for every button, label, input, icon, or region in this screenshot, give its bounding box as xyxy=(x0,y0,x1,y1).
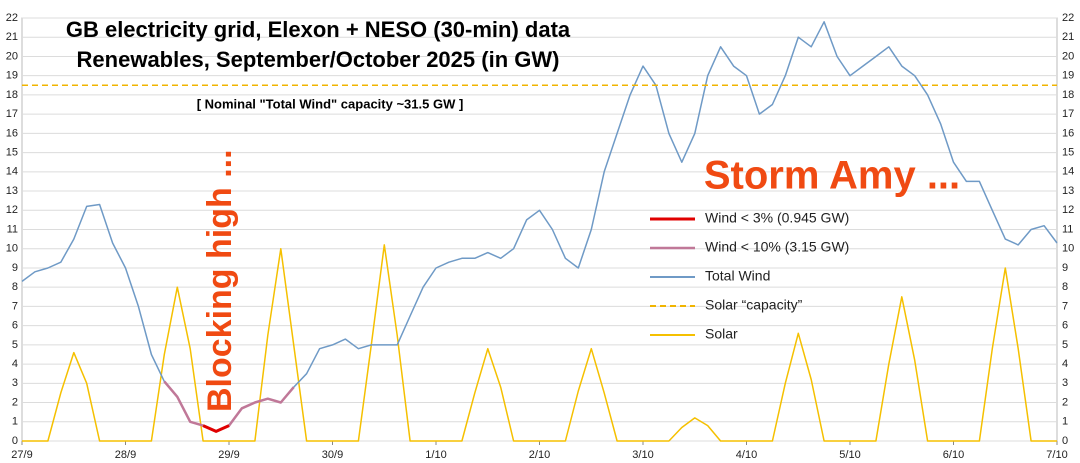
y-tick-label: 17 xyxy=(6,108,18,120)
y2-tick-label: 22 xyxy=(1062,12,1074,24)
y-tick-label: 4 xyxy=(12,358,18,370)
x-tick-label: 27/9 xyxy=(11,449,32,461)
y2-tick-label: 20 xyxy=(1062,50,1074,62)
y-tick-label: 21 xyxy=(6,31,18,43)
x-tick-label: 5/10 xyxy=(839,449,860,461)
y2-tick-label: 2 xyxy=(1062,396,1068,408)
y-tick-label: 9 xyxy=(12,262,18,274)
y-tick-label: 5 xyxy=(12,339,18,351)
y-tick-label: 12 xyxy=(6,204,18,216)
y-tick-label: 0 xyxy=(12,435,18,447)
y2-tick-label: 12 xyxy=(1062,204,1074,216)
legend-label: Solar xyxy=(705,326,738,342)
y2-tick-label: 1 xyxy=(1062,416,1068,428)
y-tick-label: 2 xyxy=(12,396,18,408)
x-tick-label: 7/10 xyxy=(1046,449,1067,461)
y-tick-label: 11 xyxy=(7,223,18,235)
x-tick-label: 6/10 xyxy=(943,449,964,461)
y2-tick-label: 6 xyxy=(1062,320,1068,332)
y-tick-label: 14 xyxy=(6,166,18,178)
y2-tick-label: 8 xyxy=(1062,281,1068,293)
y-tick-label: 10 xyxy=(6,243,18,255)
x-tick-label: 2/10 xyxy=(529,449,550,461)
y2-tick-label: 10 xyxy=(1062,243,1074,255)
x-tick-label: 1/10 xyxy=(425,449,446,461)
y2-tick-label: 19 xyxy=(1062,70,1074,82)
x-tick-label: 30/9 xyxy=(322,449,343,461)
legend-label: Wind < 10% (3.15 GW) xyxy=(705,239,849,255)
y-tick-label: 6 xyxy=(12,320,18,332)
y2-tick-label: 17 xyxy=(1062,108,1074,120)
y-tick-label: 16 xyxy=(6,127,18,139)
y2-tick-label: 4 xyxy=(1062,358,1068,370)
y2-tick-label: 13 xyxy=(1062,185,1074,197)
y2-tick-label: 5 xyxy=(1062,339,1068,351)
y2-tick-label: 18 xyxy=(1062,89,1074,101)
annotation: [ Nominal "Total Wind" capacity ~31.5 GW… xyxy=(197,96,464,111)
y-tick-label: 3 xyxy=(12,377,18,389)
y2-tick-label: 21 xyxy=(1062,31,1074,43)
y-tick-label: 1 xyxy=(12,416,18,428)
y-tick-label: 22 xyxy=(6,12,18,24)
x-tick-label: 3/10 xyxy=(632,449,653,461)
y-tick-label: 18 xyxy=(6,89,18,101)
y-tick-label: 13 xyxy=(6,185,18,197)
y2-tick-label: 9 xyxy=(1062,262,1068,274)
series-line xyxy=(22,244,1057,442)
legend-label: Total Wind xyxy=(705,268,770,284)
annotation: Storm Amy ... xyxy=(704,154,960,198)
y2-tick-label: 16 xyxy=(1062,127,1074,139)
x-tick-label: 28/9 xyxy=(115,449,136,461)
x-tick-label: 4/10 xyxy=(736,449,757,461)
y2-tick-label: 15 xyxy=(1062,146,1074,158)
y2-tick-label: 3 xyxy=(1062,377,1068,389)
legend-label: Solar “capacity” xyxy=(705,297,803,313)
series-line xyxy=(21,21,1058,433)
y-tick-label: 15 xyxy=(6,146,18,158)
y2-tick-label: 14 xyxy=(1062,166,1074,178)
y2-tick-label: 0 xyxy=(1062,435,1068,447)
series-line xyxy=(202,424,230,433)
annotation: Blocking high ... xyxy=(201,149,239,412)
x-tick-label: 29/9 xyxy=(218,449,239,461)
y-tick-label: 19 xyxy=(6,70,18,82)
y-tick-label: 7 xyxy=(12,300,18,312)
y-tick-label: 20 xyxy=(6,50,18,62)
y-tick-label: 8 xyxy=(12,281,18,293)
chart-title: GB electricity grid, Elexon + NESO (30-m… xyxy=(66,17,571,42)
chart-title: Renewables, September/October 2025 (in G… xyxy=(77,47,560,72)
legend-label: Wind < 3% (0.945 GW) xyxy=(705,210,849,226)
y2-tick-label: 7 xyxy=(1062,300,1068,312)
y2-tick-label: 11 xyxy=(1062,223,1073,235)
